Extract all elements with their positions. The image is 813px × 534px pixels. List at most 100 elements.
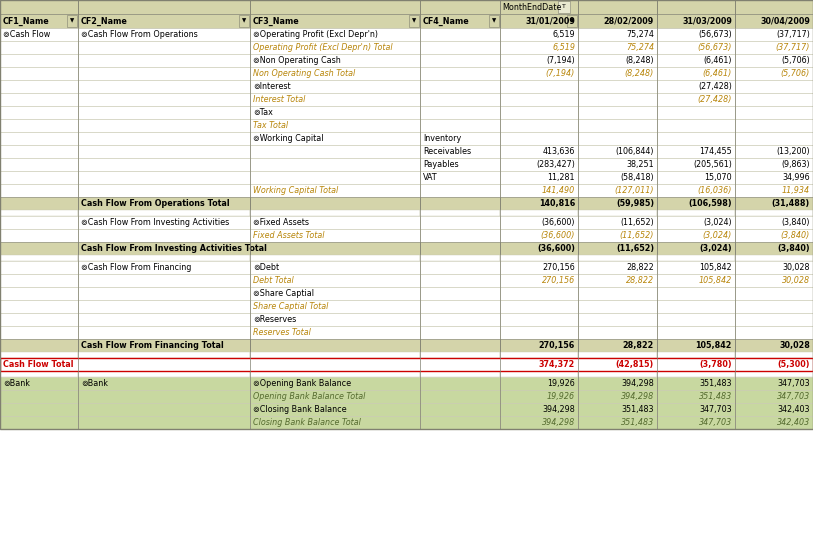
Bar [735, 158, 813, 171]
Bar [0, 300, 78, 313]
Bar [500, 216, 578, 229]
Bar [578, 132, 657, 145]
Bar [578, 339, 657, 352]
Bar [657, 216, 735, 229]
Bar [250, 41, 420, 54]
Bar [578, 145, 657, 158]
Bar [78, 274, 250, 287]
Bar [735, 54, 813, 67]
Bar [500, 313, 578, 326]
Bar [250, 0, 420, 14]
Text: Receivables: Receivables [423, 147, 471, 156]
Text: 342,403: 342,403 [776, 418, 810, 427]
Bar [78, 28, 250, 41]
Bar [250, 403, 420, 416]
Bar [735, 93, 813, 106]
Text: (3,024): (3,024) [702, 231, 732, 240]
Text: VAT: VAT [423, 173, 437, 182]
Bar [250, 287, 420, 300]
Bar [500, 119, 578, 132]
Bar [500, 339, 578, 352]
Bar [78, 132, 250, 145]
Bar [0, 197, 78, 210]
Bar [500, 106, 578, 119]
Text: Cash Flow From Financing Total: Cash Flow From Financing Total [81, 341, 224, 350]
Bar [735, 371, 813, 377]
Bar [78, 229, 250, 242]
Bar [250, 371, 420, 377]
Bar [420, 287, 500, 300]
Bar [735, 145, 813, 158]
Bar [0, 352, 78, 358]
Text: CF1_Name: CF1_Name [3, 17, 50, 26]
Text: 6,519: 6,519 [552, 43, 575, 52]
Text: ⊚Tax: ⊚Tax [253, 108, 273, 117]
Bar [420, 93, 500, 106]
Text: ⊚Interest: ⊚Interest [253, 82, 290, 91]
Bar [420, 14, 500, 28]
Bar [78, 54, 250, 67]
Bar [78, 287, 250, 300]
Bar [578, 158, 657, 171]
Bar [250, 377, 420, 390]
Bar [500, 80, 578, 93]
Bar [250, 416, 420, 429]
Bar [735, 242, 813, 255]
Text: ⊚Operating Profit (Excl Depr'n): ⊚Operating Profit (Excl Depr'n) [253, 30, 378, 39]
Text: ▼: ▼ [70, 19, 74, 23]
Bar [420, 80, 500, 93]
Bar [250, 14, 420, 28]
Text: CF3_Name: CF3_Name [253, 17, 300, 26]
Bar [420, 210, 500, 216]
Text: (5,706): (5,706) [780, 69, 810, 78]
Bar [239, 15, 249, 27]
Bar [735, 197, 813, 210]
Bar [250, 326, 420, 339]
Bar [578, 67, 657, 80]
Bar [578, 390, 657, 403]
Text: (6,461): (6,461) [702, 69, 732, 78]
Text: 347,703: 347,703 [776, 392, 810, 401]
Text: 351,483: 351,483 [621, 418, 654, 427]
Bar [0, 28, 78, 41]
Bar [657, 326, 735, 339]
Text: Closing Bank Balance Total: Closing Bank Balance Total [253, 418, 361, 427]
Text: MonthEndDate: MonthEndDate [502, 3, 561, 12]
Bar [78, 313, 250, 326]
Text: (11,652): (11,652) [620, 231, 654, 240]
Bar [0, 255, 78, 261]
Bar [0, 358, 78, 371]
Bar [578, 274, 657, 287]
Text: (3,840): (3,840) [781, 218, 810, 227]
Text: ⊚Closing Bank Balance: ⊚Closing Bank Balance [253, 405, 346, 414]
Bar [657, 132, 735, 145]
Bar [500, 93, 578, 106]
Bar [500, 326, 578, 339]
Bar [250, 352, 420, 358]
Bar [420, 326, 500, 339]
Bar [657, 403, 735, 416]
Bar [500, 390, 578, 403]
Bar [735, 14, 813, 28]
Text: 30,028: 30,028 [779, 341, 810, 350]
Bar [0, 80, 78, 93]
Text: 11,281: 11,281 [547, 173, 575, 182]
Bar [735, 132, 813, 145]
Bar [420, 371, 500, 377]
Bar [735, 326, 813, 339]
Text: 394,298: 394,298 [621, 392, 654, 401]
Bar [735, 41, 813, 54]
Text: 30,028: 30,028 [782, 276, 810, 285]
Bar [78, 41, 250, 54]
Text: (5,300): (5,300) [777, 360, 810, 369]
Bar [0, 358, 813, 371]
Bar [420, 0, 500, 14]
Bar [657, 80, 735, 93]
Bar [657, 352, 735, 358]
Text: 28,822: 28,822 [626, 263, 654, 272]
Bar [420, 158, 500, 171]
Bar [578, 416, 657, 429]
Text: ⊚Bank: ⊚Bank [81, 379, 108, 388]
Bar [500, 145, 578, 158]
Bar [0, 274, 78, 287]
